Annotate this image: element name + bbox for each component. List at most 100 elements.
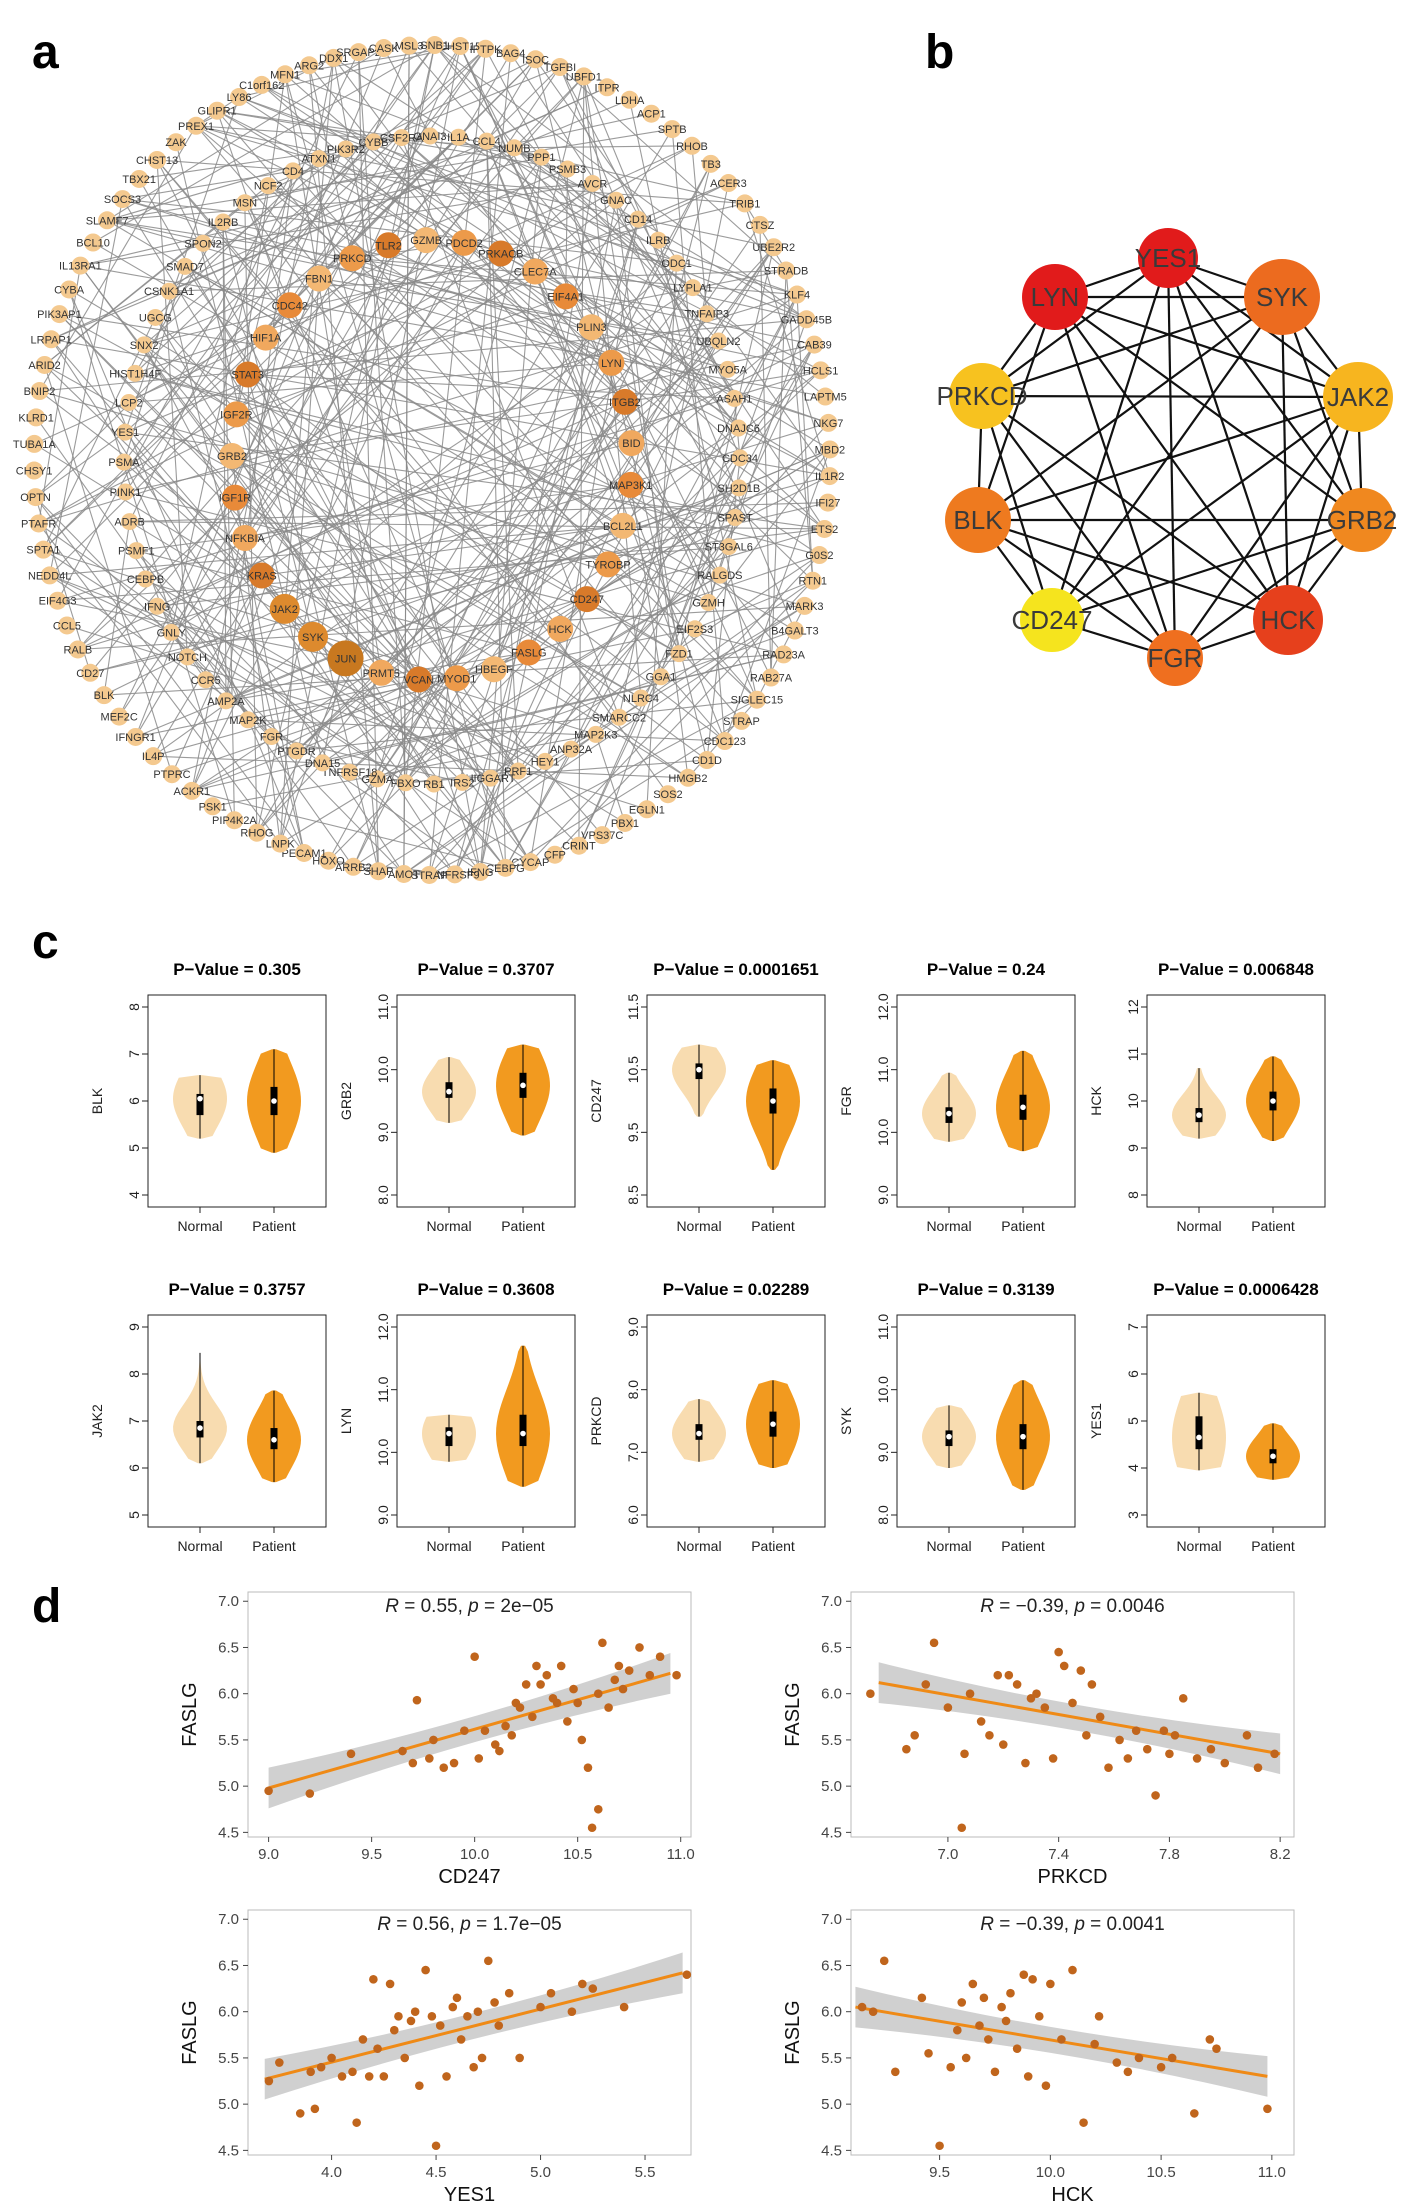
network-a-node bbox=[295, 843, 314, 862]
network-a-node-label: HIGGART bbox=[466, 773, 516, 785]
scatter-point bbox=[542, 1670, 552, 1680]
scatter-point bbox=[495, 1746, 504, 1756]
network-a-node-label: TGFBI bbox=[544, 62, 576, 74]
network-a-node bbox=[678, 768, 697, 787]
network-a-node bbox=[327, 640, 364, 677]
network-a-node-label: SPTB bbox=[658, 124, 687, 136]
network-a-node bbox=[25, 434, 44, 453]
network-a-node bbox=[300, 56, 319, 75]
network-a-node-label: TNFAIP3 bbox=[685, 309, 730, 321]
scatter-point bbox=[1134, 2053, 1144, 2063]
network-a-node-label: PTGDR bbox=[277, 746, 316, 758]
network-a-edge bbox=[135, 678, 419, 738]
network-a-edge bbox=[296, 699, 757, 752]
network-a-node-label: HOXO bbox=[312, 856, 345, 868]
scatter-point bbox=[1212, 2044, 1221, 2053]
scatter-point bbox=[672, 1670, 681, 1680]
network-a-node bbox=[400, 36, 419, 55]
network-b-node bbox=[1138, 228, 1198, 288]
network-a-node-label: UBE2R2 bbox=[752, 242, 795, 254]
network-a-node-label: UBFD1 bbox=[566, 71, 602, 83]
network-a-edge bbox=[514, 147, 826, 397]
violin-plot-frame bbox=[896, 1314, 1076, 1528]
panel-letter-a: a bbox=[32, 26, 59, 79]
network-a-node-label: ANP32A bbox=[550, 744, 593, 756]
network-a-edge bbox=[352, 326, 592, 868]
scatter-x-tick-label: 4.5 bbox=[426, 2164, 447, 2181]
violin-y-tick-label: 9.5 bbox=[625, 1122, 641, 1142]
network-a-edge bbox=[124, 431, 481, 873]
scatter-x-axis-label: CD247 bbox=[438, 1866, 500, 1888]
network-a-edge bbox=[191, 242, 465, 792]
network-a-node bbox=[552, 283, 579, 310]
scatter-point bbox=[379, 2072, 389, 2081]
network-b-node bbox=[945, 487, 1011, 553]
scatter-x-tick-label: 4.0 bbox=[321, 2164, 342, 2181]
network-a-node-label: SOCS3 bbox=[104, 194, 141, 206]
network-a-edge bbox=[534, 271, 624, 527]
violin-pvalue-title: P−Value = 0.3139 bbox=[917, 1280, 1054, 1299]
network-a-node bbox=[368, 770, 386, 788]
violin-group-label: Normal bbox=[676, 1218, 721, 1234]
scatter-point bbox=[984, 2035, 993, 2044]
network-a-node-label: CD14 bbox=[624, 214, 652, 226]
network-a-node-label: TNFRSF9 bbox=[430, 869, 480, 881]
violin-y-tick-label: 5 bbox=[1125, 1417, 1141, 1425]
network-a-node bbox=[364, 133, 382, 151]
violin-pvalue-title: P−Value = 0.02289 bbox=[663, 1280, 810, 1299]
network-b-node-label: HCK bbox=[1261, 605, 1317, 635]
network-a-node bbox=[162, 765, 181, 784]
network-a-node-label: IFNG bbox=[144, 601, 170, 613]
violin-gene-label: HCK bbox=[1088, 1086, 1104, 1116]
network-a-node bbox=[747, 690, 766, 709]
network-b-node-label: PRKCD bbox=[936, 381, 1027, 411]
network-b-edge bbox=[1280, 296, 1290, 621]
scatter-point bbox=[507, 1731, 517, 1740]
network-a-node bbox=[562, 740, 580, 758]
network-a-edge bbox=[234, 497, 305, 854]
network-a-edge bbox=[500, 252, 831, 450]
panel-letter-d: d bbox=[32, 1580, 61, 1633]
network-a-node bbox=[29, 514, 48, 533]
network-a-node bbox=[146, 308, 164, 326]
network-a-node bbox=[729, 419, 747, 437]
network-a-node-label: GLIPR1 bbox=[198, 106, 237, 118]
network-a-node-label: CLEC7A bbox=[514, 267, 557, 279]
network-a-node-label: SH2D1B bbox=[717, 483, 760, 495]
network-a-edge bbox=[247, 628, 696, 721]
network-a-node-label: MARK3 bbox=[786, 601, 824, 613]
network-a-node-label: RAB27A bbox=[750, 672, 793, 684]
network-a-node bbox=[536, 752, 554, 770]
scatter-point bbox=[1041, 2081, 1051, 2090]
network-a-edge bbox=[261, 575, 506, 869]
network-a-node bbox=[42, 330, 61, 349]
violin-patient-median bbox=[520, 1082, 526, 1089]
network-a-node bbox=[684, 279, 702, 297]
scatter-y-tick-label: 6.0 bbox=[218, 1686, 239, 1703]
scatter-x-tick-label: 8.2 bbox=[1270, 1846, 1291, 1863]
network-a-edge bbox=[463, 242, 814, 582]
network-a-node-label: ARRB2 bbox=[335, 862, 372, 874]
network-a-node-label: LY86 bbox=[227, 92, 252, 104]
violin-y-tick-label: 10.0 bbox=[875, 1376, 891, 1403]
scatter-point bbox=[1034, 2012, 1044, 2021]
network-a-edge bbox=[486, 140, 680, 654]
violin-y-tick-label: 9 bbox=[1125, 1144, 1141, 1152]
scatter-point bbox=[364, 2072, 374, 2081]
network-a-node bbox=[263, 728, 281, 746]
network-a-node-label: SNX2 bbox=[130, 340, 159, 352]
network-a-node-label: KLF4 bbox=[784, 290, 810, 302]
network-a-node-label: ARID2 bbox=[28, 360, 60, 372]
network-a-edge bbox=[678, 247, 775, 654]
network-a-edge bbox=[156, 159, 188, 657]
scatter-point bbox=[431, 2141, 441, 2151]
scatter-point bbox=[946, 2062, 955, 2072]
scatter-point bbox=[1023, 2072, 1033, 2081]
violin-y-tick-label: 9.0 bbox=[875, 1442, 891, 1462]
network-a-node bbox=[505, 139, 523, 157]
network-a-edge bbox=[231, 455, 689, 779]
network-a-edge bbox=[353, 554, 820, 868]
network-a-node-label: CASK bbox=[369, 43, 400, 55]
network-a-node bbox=[515, 639, 542, 666]
